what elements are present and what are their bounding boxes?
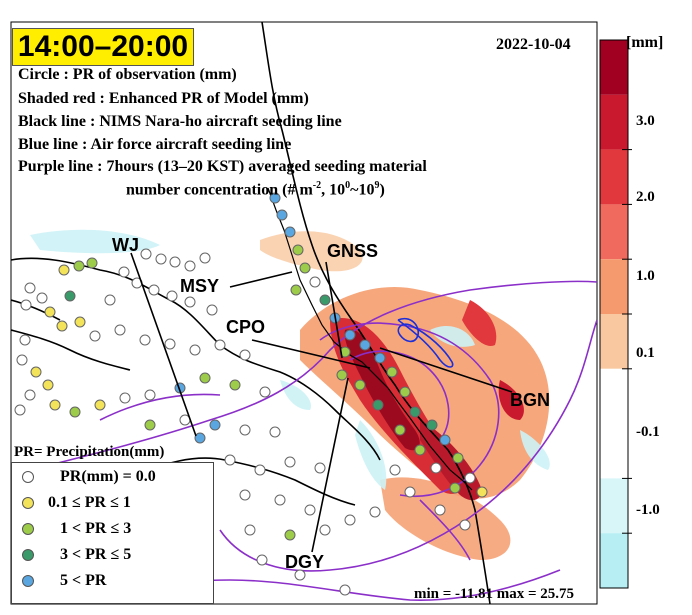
site-label-dgy: DGY (285, 552, 325, 572)
colorbar-tick: 1.0 (636, 268, 655, 284)
units-sup-2: 0 (345, 180, 351, 191)
units-end: ) (379, 181, 385, 199)
desc-blue-line: Blue line : Air force aircraft seeding l… (18, 136, 292, 153)
colorbar-band (600, 204, 628, 260)
seeding-concentration-contours (29, 280, 597, 602)
min-max-stats: min = -11.81 max = 25.75 (414, 586, 575, 602)
legend-item: 3 < PR ≤ 5 (22, 545, 131, 565)
units-tilde: ~10 (350, 181, 375, 199)
air-force-seeding-line (397, 317, 454, 368)
legend-swatch (22, 575, 34, 587)
site-label-bgn: BGN (510, 390, 550, 410)
colorbar-band (600, 533, 628, 588)
legend-item: 5 < PR (22, 571, 106, 591)
units-sup-1: -2 (312, 180, 322, 191)
units-mid: , 10 (321, 181, 346, 199)
observation-stations (14, 192, 488, 596)
site-label-msy: MSY (180, 276, 220, 296)
colorbar-band (600, 259, 628, 314)
units-text: number concentration (# m (126, 181, 313, 199)
colorbar-band (600, 368, 628, 424)
nara-ho-seeding-line (267, 187, 473, 491)
date-label: 2022-10-04 (496, 36, 571, 53)
legend: PR(mm) = 0.0 0.1 ≤ PR ≤ 1 1 < PR ≤ 3 3 <… (11, 462, 214, 604)
colorbar-band (600, 478, 628, 534)
colorbar-band (600, 149, 628, 205)
colorbar-tick: 0.1 (636, 345, 655, 361)
desc-purple-line-units: number concentration (# m-2, 100~109) (126, 180, 385, 199)
colorbar-band (600, 423, 628, 479)
desc-circle: Circle : PR of observation (mm) (18, 66, 237, 83)
site-label-wj: WJ (112, 235, 139, 255)
legend-swatch (22, 549, 34, 561)
legend-swatch (22, 497, 34, 509)
model-negative-pr-shading (30, 229, 550, 490)
colorbar-band (600, 314, 628, 369)
desc-shaded-red: Shaded red : Enhanced PR of Model (mm) (18, 90, 309, 107)
colorbar-tick: 2.0 (636, 189, 655, 205)
colorbar-tick: -1.0 (636, 502, 660, 518)
site-label-cpo: CPO (226, 317, 266, 337)
legend-label: 3 < PR ≤ 5 (60, 546, 132, 563)
legend-label: 0.1 ≤ PR ≤ 1 (48, 494, 131, 511)
legend-label: PR(mm) = 0.0 (60, 468, 156, 485)
colorbar-tick: -0.1 (636, 424, 660, 440)
legend-item: PR(mm) = 0.0 (22, 467, 156, 487)
desc-purple-line: Purple line : 7hours (13–20 KST) average… (18, 158, 427, 175)
colorbar-tick: 3.0 (636, 113, 655, 129)
desc-black-line: Black line : NIMS Nara-ho aircraft seedi… (18, 113, 342, 130)
site-label-gnss: GNSS (327, 241, 379, 261)
units-sup-3: 9 (374, 180, 380, 191)
colorbar-band (600, 94, 628, 150)
colorbar-band (600, 40, 628, 95)
legend-item: 0.1 ≤ PR ≤ 1 (22, 493, 131, 513)
label-pointers (130, 252, 513, 553)
colorbar-title: [mm] (626, 34, 664, 51)
time-range-badge: 14:00–20:00 (12, 28, 194, 66)
legend-label: 1 < PR ≤ 3 (60, 520, 132, 537)
legend-item: 1 < PR ≤ 3 (22, 519, 131, 539)
legend-swatch (22, 523, 34, 535)
colorbar (599, 39, 632, 589)
pr-caption: PR= Precipitation(mm) (14, 444, 165, 460)
legend-swatch (22, 471, 34, 483)
legend-label: 5 < PR (60, 572, 107, 589)
